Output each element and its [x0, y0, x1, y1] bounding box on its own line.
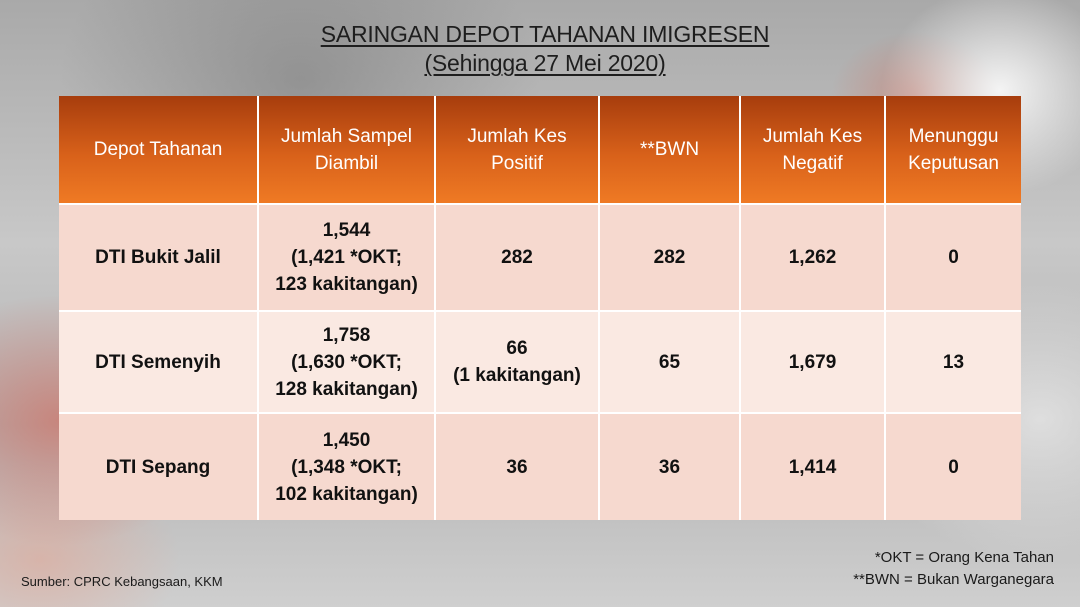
header-jumlah-sampel: Jumlah Sampel Diambil	[257, 96, 435, 204]
page-title: SARINGAN DEPOT TAHANAN IMIGRESEN	[320, 21, 770, 47]
cell-depot: DTI Sepang	[59, 412, 258, 520]
cell-bwn: 282	[598, 203, 740, 311]
source-note: Sumber: CPRC Kebangsaan, KKM	[21, 574, 223, 589]
header-menunggu-keputusan: Menunggu Keputusan	[884, 96, 1021, 204]
cell-sampel: 1,758 (1,630 *OKT; 128 kakitangan)	[257, 310, 435, 413]
cell-menunggu: 13	[884, 310, 1021, 413]
note-okt: *OKT = Orang Kena Tahan	[874, 549, 1054, 566]
cell-negatif: 1,414	[739, 412, 885, 520]
cell-sampel: 1,544 (1,421 *OKT; 123 kakitangan)	[257, 203, 435, 311]
cell-positif: 66 (1 kakitangan)	[434, 310, 599, 413]
table-row: DTI Sepang 1,450 (1,348 *OKT; 102 kakita…	[59, 412, 1021, 520]
cell-bwn: 65	[598, 310, 740, 413]
legend-notes: *OKT = Orang Kena Tahan **BWN = Bukan Wa…	[853, 547, 1054, 591]
header-depot-tahanan: Depot Tahanan	[59, 96, 258, 204]
note-bwn: **BWN = Bukan Warganegara	[853, 571, 1054, 588]
cell-positif: 282	[434, 203, 599, 311]
cell-bwn: 36	[598, 412, 740, 520]
cell-negatif: 1,262	[739, 203, 885, 311]
cell-menunggu: 0	[884, 203, 1021, 311]
header-jumlah-kes-positif: Jumlah Kes Positif	[434, 96, 599, 204]
cell-menunggu: 0	[884, 412, 1021, 520]
table-header-row: Depot Tahanan Jumlah Sampel Diambil Juml…	[59, 96, 1021, 204]
detention-depot-screening-table: Depot Tahanan Jumlah Sampel Diambil Juml…	[59, 96, 1021, 520]
cell-depot: DTI Semenyih	[59, 310, 258, 413]
header-bwn: **BWN	[598, 96, 740, 204]
table-row: DTI Semenyih 1,758 (1,630 *OKT; 128 kaki…	[59, 310, 1021, 413]
cell-negatif: 1,679	[739, 310, 885, 413]
cell-depot: DTI Bukit Jalil	[59, 203, 258, 311]
page-subtitle-date: (Sehingga 27 Mei 2020)	[424, 50, 666, 76]
header-jumlah-kes-negatif: Jumlah Kes Negatif	[739, 96, 885, 204]
cell-sampel: 1,450 (1,348 *OKT; 102 kakitangan)	[257, 412, 435, 520]
table-row: DTI Bukit Jalil 1,544 (1,421 *OKT; 123 k…	[59, 203, 1021, 311]
cell-positif: 36	[434, 412, 599, 520]
